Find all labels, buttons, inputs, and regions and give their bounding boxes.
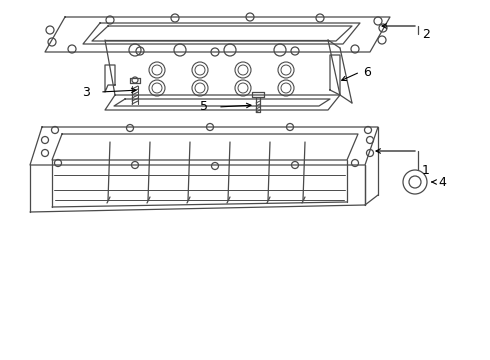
Text: 3: 3 [82, 85, 90, 99]
Text: 2: 2 [422, 27, 430, 40]
Text: 4: 4 [438, 175, 446, 189]
Text: 1: 1 [422, 163, 430, 176]
Text: 6: 6 [363, 66, 371, 78]
Text: 5: 5 [200, 100, 208, 113]
